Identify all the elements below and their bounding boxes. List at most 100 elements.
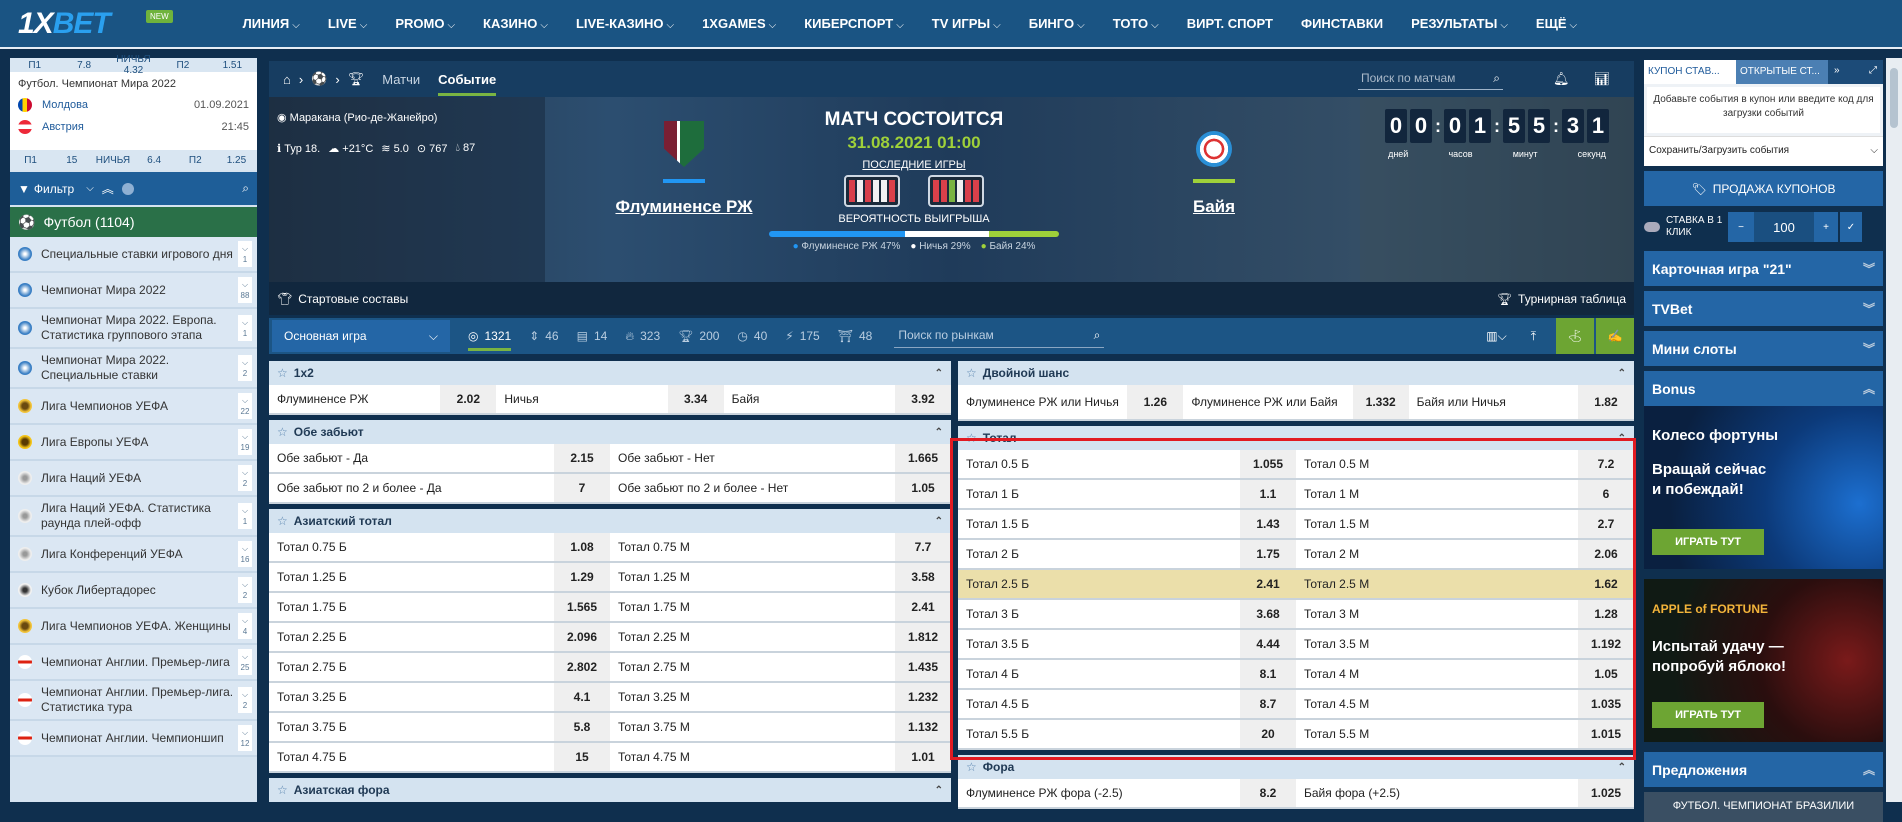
odds-button[interactable]: 2.06 bbox=[1578, 540, 1634, 568]
market-group-select[interactable]: Основная игра ⌵ bbox=[272, 320, 450, 352]
globe-icon[interactable] bbox=[121, 182, 134, 195]
bonus-section[interactable]: Bonus ︽ bbox=[1644, 371, 1883, 406]
league-count[interactable]: ⌵ 88 bbox=[238, 277, 252, 303]
search-icon[interactable]: ⌕ bbox=[242, 181, 249, 195]
league-item[interactable]: Чемпионат Мира 2022. Европа. Статистика … bbox=[10, 309, 257, 349]
market-category-tab[interactable]: 🔥︎ 323 bbox=[625, 321, 660, 351]
odds-button[interactable]: 1.05 bbox=[1578, 660, 1634, 688]
save-load-dropdown[interactable]: Сохранить/Загрузить события ⌵ bbox=[1644, 136, 1883, 166]
odds-button[interactable]: 1.08 bbox=[554, 533, 610, 561]
league-count[interactable]: ⌵ 25 bbox=[238, 649, 252, 675]
search-icon[interactable]: ⌕ bbox=[1093, 328, 1101, 342]
star-icon[interactable]: ☆ bbox=[966, 366, 977, 380]
player-view-icon[interactable]: ✍ bbox=[1596, 318, 1634, 354]
odd[interactable]: 1.25 bbox=[226, 154, 247, 166]
market-category-tab[interactable]: ⛩︎ 48 bbox=[838, 321, 873, 351]
filter-button[interactable]: Фильтр bbox=[33, 181, 75, 196]
market-category-tab[interactable]: 🏆︎ 200 bbox=[678, 321, 719, 351]
market-header[interactable]: ☆ 1x2 ⌃ bbox=[269, 361, 951, 385]
market-category-tab[interactable]: ⚡︎ 175 bbox=[785, 321, 819, 351]
chevron-up-icon[interactable]: ⌃ bbox=[1617, 367, 1626, 379]
mini-slots-section[interactable]: Мини слоты ︾ bbox=[1644, 331, 1883, 366]
odds-button[interactable]: 2.15 bbox=[554, 444, 610, 472]
league-count[interactable]: ⌵ 1 bbox=[238, 241, 252, 267]
odds-button[interactable]: 8.7 bbox=[1240, 690, 1296, 718]
market-header[interactable]: ☆ Двойной шанс ⌃ bbox=[958, 361, 1634, 385]
odds-button[interactable]: 1.332 bbox=[1352, 385, 1409, 419]
odds-button[interactable]: 3.58 bbox=[895, 563, 951, 591]
increase-stake-button[interactable]: + bbox=[1814, 212, 1838, 242]
odds-button[interactable]: 2.802 bbox=[554, 653, 610, 681]
star-icon[interactable]: ☆ bbox=[277, 366, 288, 380]
market-category-tab[interactable]: ▤ 14 bbox=[577, 321, 608, 351]
field-view-icon[interactable]: ⛳︎ bbox=[1556, 318, 1594, 354]
market-category-tab[interactable]: ◷ 40 bbox=[737, 321, 767, 351]
market-category-tab[interactable]: ◎ 1321 bbox=[468, 321, 512, 351]
nav-item[interactable]: ФИНСТАВКИ bbox=[1301, 16, 1383, 31]
league-count[interactable]: ⌵ 4 bbox=[238, 613, 252, 639]
league-item[interactable]: Чемпионат Англии. Премьер-лига ⌵ 25 bbox=[10, 645, 257, 681]
league-item[interactable]: Лига Конференций УЕФА ⌵ 16 bbox=[10, 537, 257, 573]
football-icon[interactable]: ⚽ bbox=[311, 71, 328, 86]
tab-event[interactable]: Событие bbox=[438, 62, 497, 96]
sport-football[interactable]: ⚽ Футбол (1104) bbox=[10, 207, 257, 237]
odds-button[interactable]: 5.8 bbox=[554, 713, 610, 741]
tvbet-section[interactable]: TVBet ︾ bbox=[1644, 291, 1883, 326]
chevron-down-icon[interactable]: ⌵ bbox=[86, 183, 94, 194]
league-item[interactable]: Специальные ставки игрового дня ⌵ 1 bbox=[10, 237, 257, 273]
nav-item[interactable]: LIVE ⌵ bbox=[328, 16, 368, 31]
last-games-link[interactable]: ПОСЛЕДНИЕ ИГРЫ bbox=[862, 159, 966, 171]
odds-button[interactable]: 1.82 bbox=[1577, 385, 1634, 419]
league-item[interactable]: Лига Чемпионов УЕФА ⌵ 22 bbox=[10, 389, 257, 425]
league-item[interactable]: Чемпионат Англии. Чемпионшип ⌵ 12 bbox=[10, 721, 257, 757]
league-item[interactable]: Лига Наций УЕФА. Статистика раунда плей-… bbox=[10, 497, 257, 537]
play-button[interactable]: ИГРАТЬ ТУТ bbox=[1652, 529, 1764, 555]
odds-button[interactable]: 1.132 bbox=[895, 713, 951, 741]
odds-button[interactable]: 1.232 bbox=[895, 683, 951, 711]
league-item[interactable]: Лига Европы УЕФА ⌵ 19 bbox=[10, 425, 257, 461]
trophy-icon[interactable]: 🏆︎ bbox=[347, 71, 365, 86]
nav-item[interactable]: БИНГО ⌵ bbox=[1029, 16, 1085, 31]
league-count[interactable]: ⌵ 16 bbox=[238, 541, 252, 567]
odds-button[interactable]: 2.41 bbox=[895, 593, 951, 621]
odds-button[interactable]: 3.34 bbox=[667, 385, 724, 413]
nav-item[interactable]: ВИРТ. СПОРТ bbox=[1187, 16, 1273, 31]
nav-item[interactable]: 1XGAMES ⌵ bbox=[702, 16, 776, 31]
odd[interactable]: НИЧЬЯ 4.32 bbox=[116, 54, 151, 76]
odds-button[interactable]: 1.665 bbox=[895, 444, 951, 472]
odd[interactable]: 1.51 bbox=[222, 59, 243, 71]
nav-item[interactable]: ЛИНИЯ ⌵ bbox=[243, 16, 300, 31]
odds-button[interactable]: 1.29 bbox=[554, 563, 610, 591]
odds-button[interactable]: 1.75 bbox=[1240, 540, 1296, 568]
team2-name[interactable]: Байя bbox=[1192, 197, 1236, 216]
one-click-toggle[interactable] bbox=[1644, 222, 1660, 232]
team1-form[interactable] bbox=[844, 175, 900, 207]
odds-button[interactable]: 1.055 bbox=[1240, 450, 1296, 478]
stats-icon[interactable]: 📊︎ bbox=[1593, 71, 1610, 86]
play-button[interactable]: ИГРАТЬ ТУТ bbox=[1652, 702, 1764, 728]
league-item[interactable]: Чемпионат Мира 2022 ⌵ 88 bbox=[10, 273, 257, 309]
expand-icon[interactable]: » bbox=[1834, 65, 1840, 76]
nav-item[interactable]: TV ИГРЫ ⌵ bbox=[932, 16, 1001, 31]
nav-item[interactable]: КИБЕРСПОРТ ⌵ bbox=[804, 16, 904, 31]
league-count[interactable]: ⌵ 2 bbox=[238, 577, 252, 603]
league-item[interactable]: Чемпионат Англии. Премьер-лига. Статисти… bbox=[10, 681, 257, 721]
market-header[interactable]: ☆ Обе забьют ⌃ bbox=[269, 420, 951, 444]
lineups-link[interactable]: Стартовые составы bbox=[298, 291, 409, 306]
apple-of-fortune-banner[interactable]: APPLE of FORTUNE Испытай удачу — попробу… bbox=[1644, 579, 1883, 742]
confirm-icon[interactable]: ✓ bbox=[1840, 212, 1862, 242]
odds-button[interactable]: 7.2 bbox=[1578, 450, 1634, 478]
odds-button[interactable]: 7 bbox=[554, 474, 610, 502]
odd[interactable]: 7.8 bbox=[77, 59, 92, 71]
mini-match[interactable]: Футбол. Чемпионат Мира 2022 Молдова 01.09… bbox=[10, 72, 257, 150]
odds-button[interactable]: 1.01 bbox=[895, 743, 951, 771]
nav-item[interactable]: КАЗИНО ⌵ bbox=[483, 16, 548, 31]
league-count[interactable]: ⌵ 1 bbox=[238, 503, 252, 529]
league-item[interactable]: Лига Чемпионов УЕФА. Женщины ⌵ 4 bbox=[10, 609, 257, 645]
star-icon[interactable]: ☆ bbox=[277, 783, 288, 797]
nav-item[interactable]: ЕЩЁ ⌵ bbox=[1536, 16, 1577, 31]
league-count[interactable]: ⌵ 22 bbox=[238, 393, 252, 419]
bell-icon[interactable]: 🔔︎ bbox=[1552, 71, 1570, 86]
odds-button[interactable]: 1.435 bbox=[895, 653, 951, 681]
page-scrollbar[interactable] bbox=[1886, 58, 1902, 802]
